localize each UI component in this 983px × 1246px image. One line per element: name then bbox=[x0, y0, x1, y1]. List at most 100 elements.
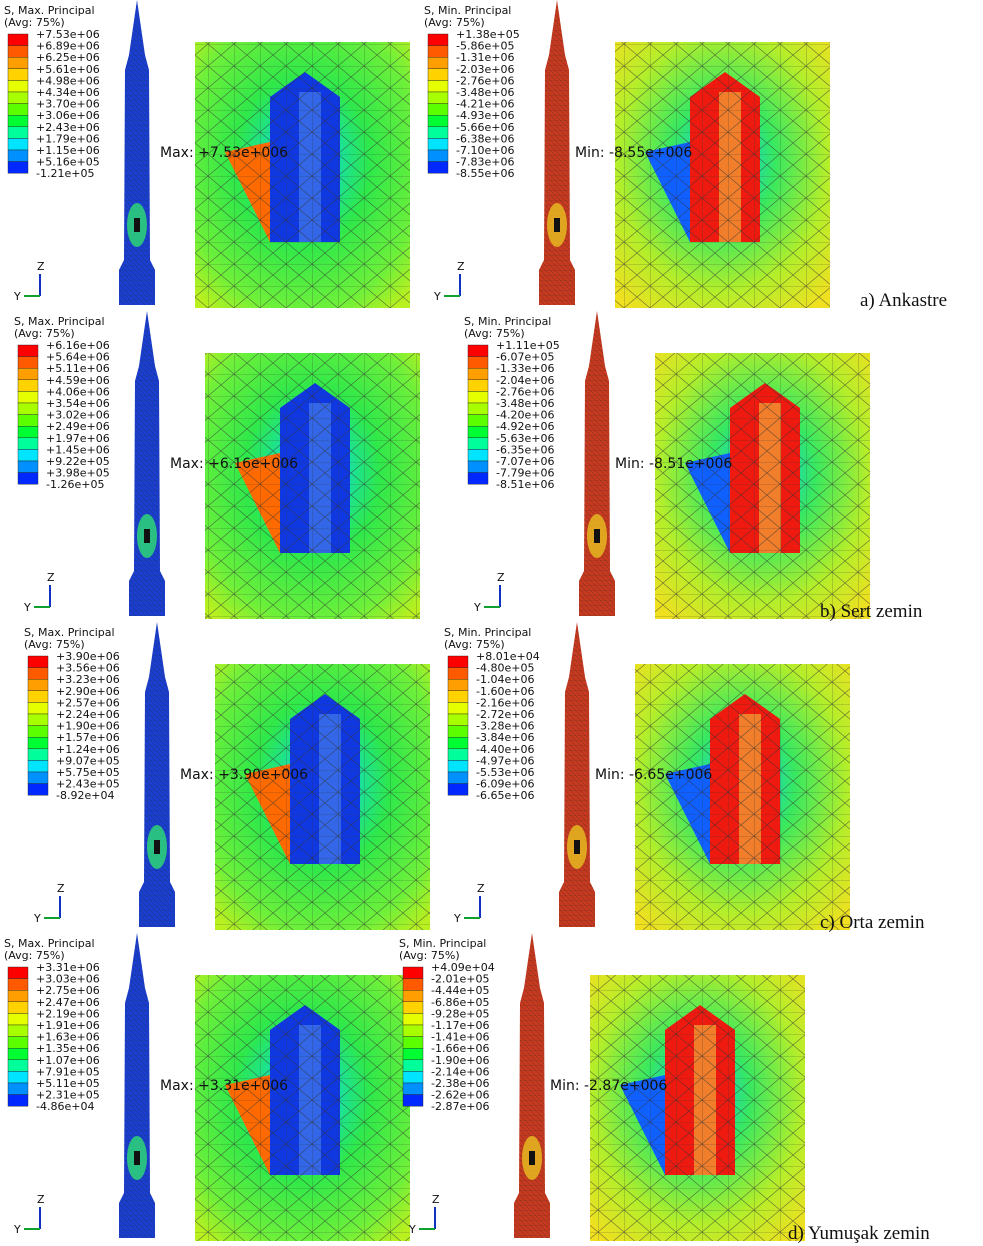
legend-swatch bbox=[8, 34, 28, 46]
legend-swatch bbox=[403, 1048, 423, 1060]
extreme-annotation: Min: -6.65e+006 bbox=[595, 767, 712, 783]
triad-label: Z bbox=[477, 882, 485, 895]
legend-swatch bbox=[448, 784, 468, 796]
legend-label: -1.26e+05 bbox=[46, 478, 104, 491]
legend-swatch bbox=[428, 104, 448, 116]
legend-swatch bbox=[468, 461, 488, 473]
legend-swatch bbox=[8, 115, 28, 127]
legend-swatch bbox=[403, 1095, 423, 1107]
legend-swatch bbox=[428, 92, 448, 104]
legend-swatch bbox=[8, 1071, 28, 1083]
result-panel: S, Max. Principal(Avg: 75%)+6.16e+06+5.6… bbox=[14, 311, 420, 619]
triad-label: Y bbox=[473, 601, 481, 614]
minaret-mesh bbox=[119, 933, 155, 1238]
legend-swatch bbox=[428, 69, 448, 81]
triad-label: Z bbox=[37, 260, 45, 273]
legend-swatch bbox=[28, 737, 48, 749]
legend-swatch bbox=[403, 1002, 423, 1014]
legend-swatch bbox=[18, 426, 38, 438]
legend-label: -8.55e+06 bbox=[456, 167, 514, 180]
zoom-mesh bbox=[655, 353, 870, 619]
zoom-mesh bbox=[615, 42, 830, 308]
legend-swatch bbox=[8, 1048, 28, 1060]
legend-swatch bbox=[428, 34, 448, 46]
legend-swatch bbox=[18, 368, 38, 380]
minaret-window bbox=[529, 1151, 535, 1165]
legend-swatch bbox=[18, 357, 38, 369]
legend-swatch bbox=[468, 449, 488, 461]
legend-label: -6.65e+06 bbox=[476, 789, 534, 802]
legend-swatch bbox=[28, 772, 48, 784]
legend-label: -8.51e+06 bbox=[496, 478, 554, 491]
minaret-window bbox=[154, 840, 160, 854]
triad-label: Z bbox=[457, 260, 465, 273]
legend-swatch bbox=[403, 1013, 423, 1025]
legend-swatch bbox=[428, 57, 448, 69]
legend-swatch bbox=[468, 403, 488, 415]
triad-label: Z bbox=[47, 571, 55, 584]
legend-swatch bbox=[448, 668, 468, 680]
legend-swatch bbox=[8, 46, 28, 58]
legend-swatch bbox=[403, 1037, 423, 1049]
result-panel: S, Max. Principal(Avg: 75%)+3.90e+06+3.5… bbox=[24, 622, 430, 930]
legend-label: -2.87e+06 bbox=[431, 1100, 489, 1113]
extreme-annotation: Max: +7.53e+006 bbox=[160, 145, 288, 161]
triad-label: Y bbox=[433, 290, 441, 303]
triad-label: Z bbox=[432, 1193, 440, 1206]
legend-swatch bbox=[28, 656, 48, 668]
legend-swatch bbox=[8, 80, 28, 92]
legend-swatch bbox=[18, 461, 38, 473]
case-label: a) Ankastre bbox=[860, 290, 947, 311]
extreme-annotation: Min: -2.87e+006 bbox=[550, 1078, 667, 1094]
legend-swatch bbox=[18, 449, 38, 461]
legend-swatch bbox=[403, 1025, 423, 1037]
triad-label: Y bbox=[33, 912, 41, 925]
minaret-mesh bbox=[129, 311, 165, 616]
triad-label: Y bbox=[453, 912, 461, 925]
extreme-annotation: Min: -8.51e+006 bbox=[615, 456, 732, 472]
legend-swatch bbox=[428, 150, 448, 162]
legend-swatch bbox=[8, 979, 28, 991]
legend-swatch bbox=[403, 967, 423, 979]
zoom-mesh bbox=[195, 42, 410, 308]
legend-swatch bbox=[403, 979, 423, 991]
legend-swatch bbox=[428, 127, 448, 139]
legend-swatch bbox=[428, 162, 448, 174]
legend-swatch bbox=[468, 345, 488, 357]
legend-swatch bbox=[28, 749, 48, 761]
legend-swatch bbox=[8, 162, 28, 174]
minaret-window bbox=[144, 529, 150, 543]
triad-label: Y bbox=[13, 290, 21, 303]
legend-swatch bbox=[448, 702, 468, 714]
minaret-mesh bbox=[559, 622, 595, 927]
legend-swatch bbox=[403, 990, 423, 1002]
result-panel: S, Min. Principal(Avg: 75%)+4.09e+04-2.0… bbox=[399, 933, 805, 1241]
legend-swatch bbox=[8, 990, 28, 1002]
legend-swatch bbox=[18, 345, 38, 357]
legend-swatch bbox=[448, 760, 468, 772]
legend-swatch bbox=[28, 714, 48, 726]
legend-swatch bbox=[8, 57, 28, 69]
legend-swatch bbox=[28, 679, 48, 691]
legend-swatch bbox=[403, 1083, 423, 1095]
legend-swatch bbox=[28, 668, 48, 680]
legend-swatch bbox=[468, 415, 488, 427]
legend-label: -1.21e+05 bbox=[36, 167, 94, 180]
legend-swatch bbox=[468, 473, 488, 485]
legend-swatch bbox=[468, 438, 488, 450]
legend-swatch bbox=[428, 138, 448, 150]
legend-swatch bbox=[468, 391, 488, 403]
case-label: c) Orta zemin bbox=[820, 912, 925, 933]
case-label: d) Yumuşak zemin bbox=[788, 1223, 930, 1244]
figure: S, Max. Principal(Avg: 75%)+7.53e+06+6.8… bbox=[0, 0, 983, 1246]
zoom-mesh bbox=[635, 664, 850, 930]
legend-swatch bbox=[28, 726, 48, 738]
legend-swatch bbox=[403, 1060, 423, 1072]
legend-swatch bbox=[448, 737, 468, 749]
legend-swatch bbox=[18, 438, 38, 450]
legend-label: -8.92e+04 bbox=[56, 789, 114, 802]
extreme-annotation: Max: +3.90e+006 bbox=[180, 767, 308, 783]
legend-swatch bbox=[8, 1083, 28, 1095]
legend-swatch bbox=[18, 473, 38, 485]
minaret-mesh bbox=[514, 933, 550, 1238]
